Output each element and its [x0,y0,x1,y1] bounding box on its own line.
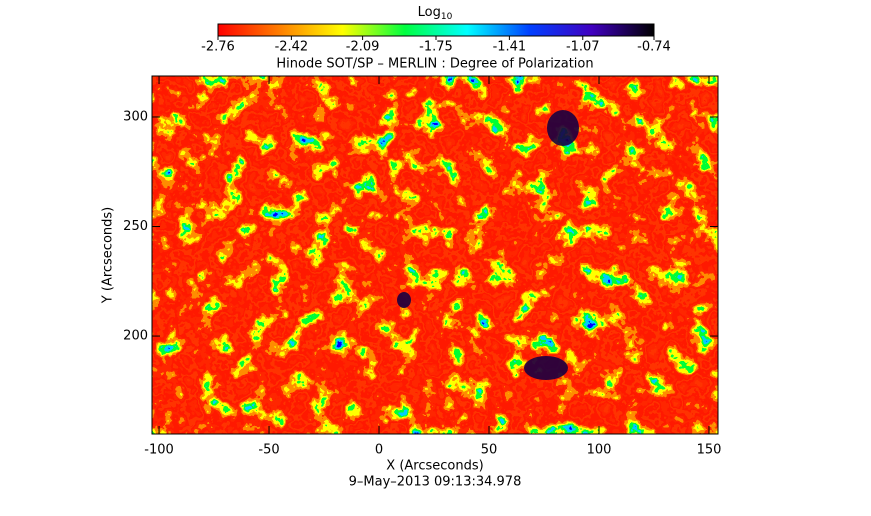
colorbar [217,23,655,37]
x-tick-label: 50 [481,443,498,458]
colorbar-label-sub: 10 [441,12,453,22]
y-tick-label: 200 [123,329,148,344]
footer-date: 9–May–2013 09:13:34.978 [349,475,522,490]
sunspot [524,356,568,380]
colorbar-tick-label: -0.74 [637,40,671,55]
y-tick-label: 300 [123,109,148,124]
x-axis-label: X (Arcseconds) [386,459,483,474]
x-tick-label: -100 [144,443,174,458]
colorbar-tick-label: -1.07 [566,40,600,55]
axes [152,36,718,434]
colorbar-tick-label: -1.75 [419,40,453,55]
colorbar-tick-label: -1.41 [493,40,527,55]
x-tick-label: -50 [258,443,279,458]
y-axis-label: Y (Arcseconds) [101,207,116,304]
x-tick-label: 150 [697,443,722,458]
x-tick-label: 0 [375,443,383,458]
sunspot [397,292,411,308]
colorbar-label-base: Log [418,5,441,20]
colorbar-tick-label: -2.09 [346,40,380,55]
polarization-map [152,76,718,434]
colorbar-label: Log10 [418,5,453,22]
x-tick-label: 100 [587,443,612,458]
colorbar-tick-label: -2.42 [275,40,309,55]
plot-frame [151,75,719,435]
sunspot [547,110,579,146]
y-tick-label: 250 [123,219,148,234]
chart-title: Hinode SOT/SP – MERLIN : Degree of Polar… [276,57,593,72]
colorbar-tick-label: -2.76 [201,40,235,55]
